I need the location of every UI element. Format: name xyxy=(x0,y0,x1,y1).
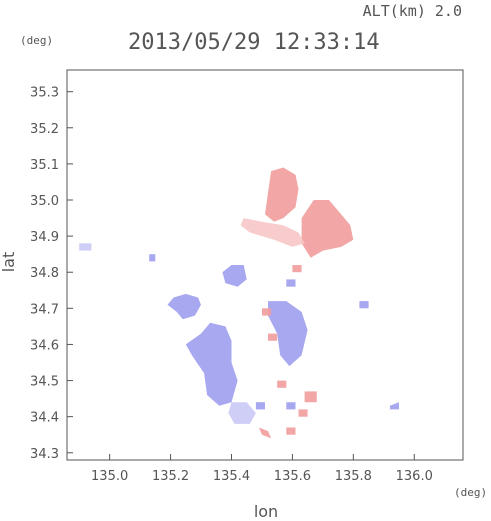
x-tick-label: 135.4 xyxy=(213,469,250,484)
x-tick-label: 135.0 xyxy=(91,469,128,484)
y-tick-label: 35.2 xyxy=(30,122,59,137)
y-axis-ticks: 34.3 34.4 34.5 34.6 34.7 34.8 34.9 35.0 35.1 35.2… xyxy=(30,86,73,462)
echo-speckle-4 xyxy=(277,380,287,388)
y-tick-label: 34.8 xyxy=(30,266,59,281)
y-tick-label: 34.6 xyxy=(30,338,59,353)
echo-speckle-7 xyxy=(292,265,302,273)
echo-region-1 xyxy=(265,167,299,222)
y-tick-label: 35.3 xyxy=(30,86,59,101)
y-tick-label: 35.0 xyxy=(30,194,59,209)
echo-speckle-9 xyxy=(255,402,265,410)
echo-region-7 xyxy=(222,265,247,287)
x-axis-label: lon xyxy=(254,502,278,521)
echo-speckle-14 xyxy=(286,279,296,287)
y-tick-label: 35.1 xyxy=(30,158,59,173)
plot-frame xyxy=(66,69,464,461)
plot-area: 135.0 135.2 135.4 135.6 135.8 136.0 34.334.43… xyxy=(30,69,464,484)
echo-speckle-8 xyxy=(298,409,308,417)
echo-speckle-11 xyxy=(389,402,399,410)
echo-speckle-10 xyxy=(286,402,296,410)
y-tick-label: 34.3 xyxy=(30,447,59,462)
echo-region-8 xyxy=(228,402,256,424)
echo-region-4 xyxy=(167,293,201,320)
x-tick-label: 135.6 xyxy=(274,469,311,484)
echo-region-2 xyxy=(301,200,354,258)
x-axis-ticks: 135.0 135.2 135.4 135.6 135.8 136.0 xyxy=(91,454,433,484)
x-tick-label: 136.0 xyxy=(396,469,433,484)
echo-region-5 xyxy=(185,322,238,406)
x-unit-label: (deg) xyxy=(454,486,487,499)
echo-speckle-12 xyxy=(359,301,369,309)
y-tick-label: 34.9 xyxy=(30,230,59,245)
x-tick-label: 135.8 xyxy=(335,469,372,484)
echo-region-6 xyxy=(268,301,308,367)
echo-speckle-13 xyxy=(149,254,156,262)
altitude-label: ALT(km) 2.0 xyxy=(363,2,462,20)
y-tick-label: 34.4 xyxy=(30,411,59,426)
echo-region-9 xyxy=(79,243,92,251)
echo-speckle-5 xyxy=(304,391,317,403)
echo-speckle-6 xyxy=(268,333,278,341)
y-axis-label: lat xyxy=(0,252,18,273)
y-unit-label: (deg) xyxy=(20,34,53,47)
echo-speckle-2 xyxy=(286,427,296,435)
y-tick-label: 34.7 xyxy=(30,302,59,317)
echo-speckle-3 xyxy=(262,308,272,316)
echo-region-3 xyxy=(240,218,305,247)
radar-echo-regions xyxy=(79,167,354,424)
timestamp-title: 2013/05/29 12:33:14 xyxy=(128,30,380,55)
y-tick-label: 34.5 xyxy=(30,375,59,390)
x-tick-label: 135.2 xyxy=(152,469,189,484)
radar-echo-speckles xyxy=(149,254,399,439)
echo-speckle-1 xyxy=(258,427,272,439)
